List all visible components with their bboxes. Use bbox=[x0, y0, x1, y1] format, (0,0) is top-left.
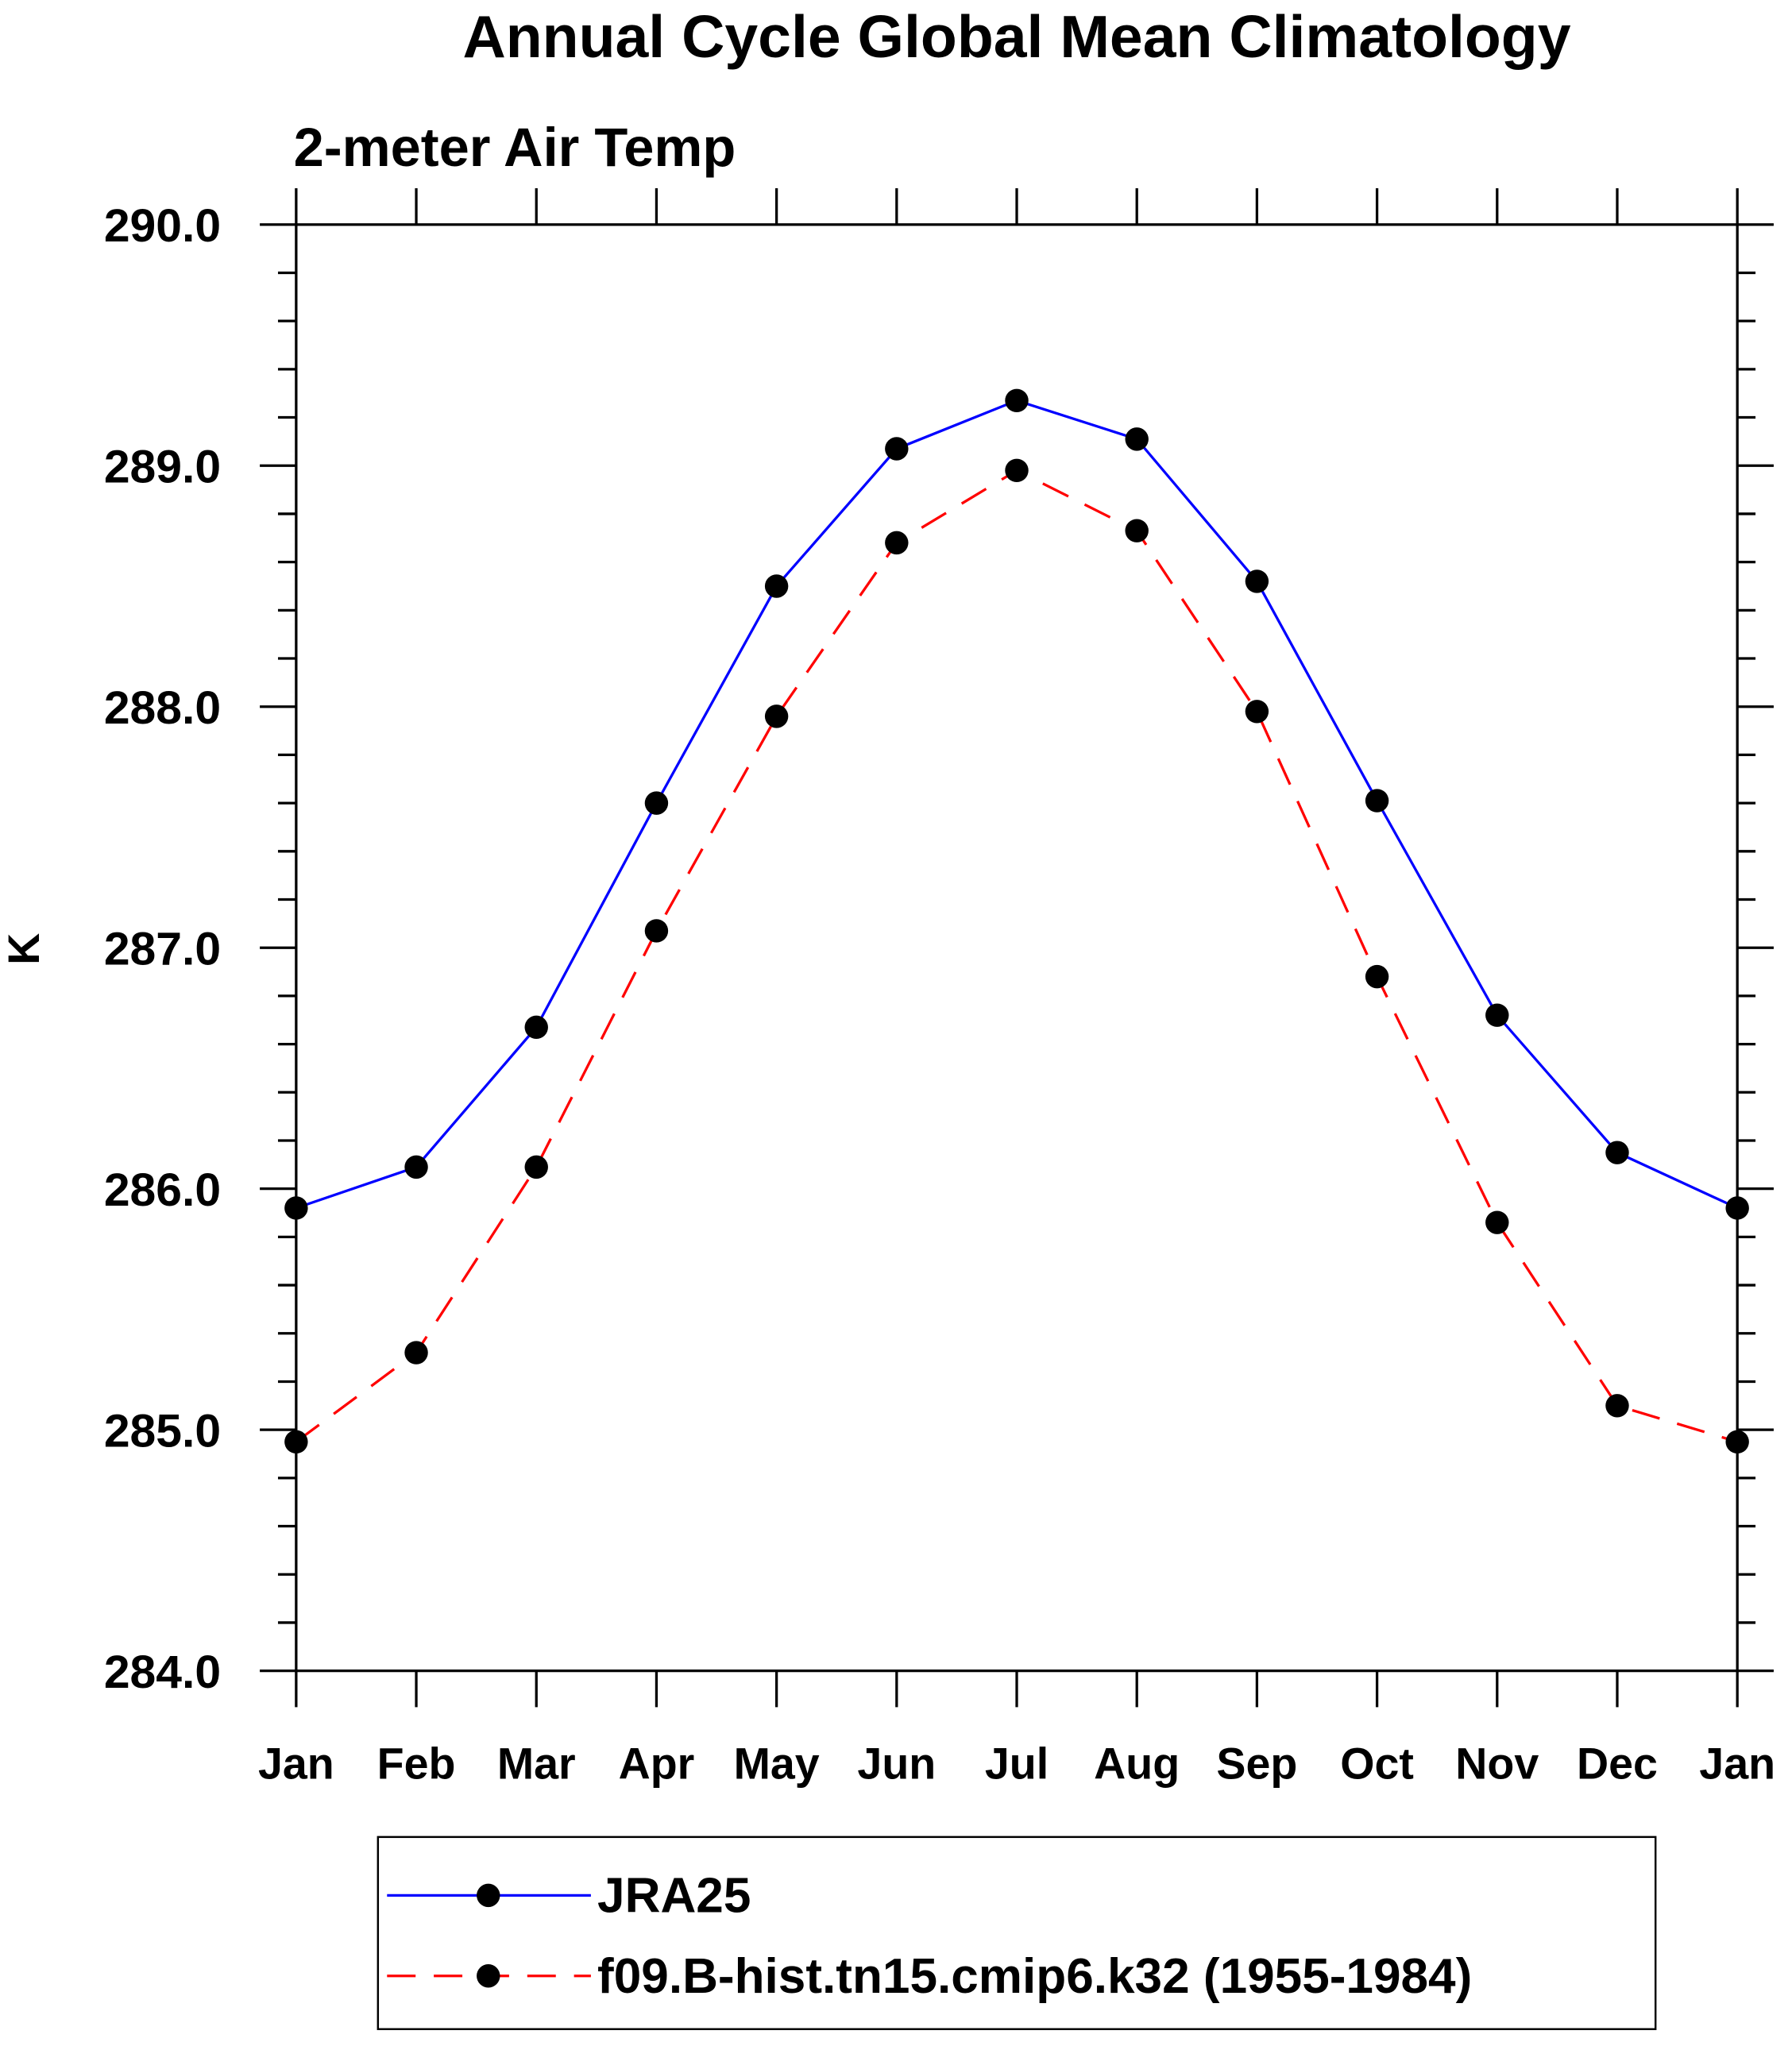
y-tick-label: 290.0 bbox=[104, 200, 221, 252]
data-point bbox=[1485, 1003, 1509, 1027]
x-tick-label: Nov bbox=[1455, 1739, 1539, 1788]
chart-subtitle: 2-meter Air Temp bbox=[294, 117, 736, 178]
legend-label: JRA25 bbox=[597, 1869, 751, 1924]
data-point bbox=[1005, 388, 1029, 413]
data-point bbox=[524, 1015, 548, 1040]
data-point bbox=[1005, 458, 1029, 483]
x-tick-label: Sep bbox=[1216, 1739, 1297, 1788]
legend-label: f09.B-hist.tn15.cmip6.k32 (1955-1984) bbox=[597, 1949, 1472, 2004]
data-point bbox=[1365, 789, 1389, 813]
data-point bbox=[1245, 700, 1269, 724]
y-tick-label: 288.0 bbox=[104, 682, 221, 734]
data-point bbox=[284, 1196, 308, 1220]
y-tick-label: 285.0 bbox=[104, 1405, 221, 1457]
data-point bbox=[404, 1341, 428, 1365]
data-point bbox=[1245, 569, 1269, 593]
data-point bbox=[644, 791, 669, 815]
y-tick-label: 287.0 bbox=[104, 923, 221, 975]
x-tick-label: Oct bbox=[1340, 1739, 1414, 1788]
data-point bbox=[1605, 1394, 1629, 1418]
legend-marker bbox=[477, 1964, 500, 1988]
y-tick-label: 286.0 bbox=[104, 1164, 221, 1216]
x-tick-label: Feb bbox=[377, 1739, 456, 1788]
x-tick-label: Jan bbox=[258, 1739, 334, 1788]
data-point bbox=[885, 531, 909, 555]
legend-box bbox=[377, 1836, 1657, 2030]
data-point bbox=[1605, 1141, 1629, 1164]
data-point bbox=[885, 437, 909, 461]
series-markers bbox=[284, 388, 1749, 1454]
axis-ticks: Jan Feb Mar Apr May Jun Jul Aug Sep Oct Nov Dec Jan 2… bbox=[104, 188, 1775, 1788]
x-tick-label: Jul bbox=[985, 1739, 1049, 1788]
x-tick-label: Apr bbox=[619, 1739, 695, 1788]
x-tick-label: May bbox=[734, 1739, 820, 1788]
data-point bbox=[284, 1430, 308, 1454]
series-lines bbox=[295, 399, 1738, 1443]
y-axis-label: K bbox=[0, 933, 48, 965]
data-point bbox=[764, 574, 789, 598]
plot-frame bbox=[295, 223, 1739, 1673]
data-point bbox=[1725, 1196, 1749, 1220]
y-tick-label: 289.0 bbox=[104, 441, 221, 492]
y-tick-label: 284.0 bbox=[104, 1646, 221, 1698]
series-line-1 bbox=[295, 399, 1738, 1210]
x-tick-label: Jun bbox=[857, 1739, 936, 1788]
x-tick-label: Jan bbox=[1699, 1739, 1775, 1788]
data-point bbox=[524, 1155, 548, 1179]
series-line-2 bbox=[295, 469, 1738, 1443]
data-point bbox=[764, 705, 789, 728]
data-point bbox=[1125, 519, 1149, 542]
data-point bbox=[1725, 1430, 1749, 1454]
data-point bbox=[1125, 427, 1149, 451]
x-tick-label: Aug bbox=[1094, 1739, 1180, 1788]
legend: JRA25 f09.B-hist.tn15.cmip6.k32 (1955-198… bbox=[377, 1836, 1657, 2030]
legend-marker bbox=[477, 1883, 500, 1908]
data-point bbox=[404, 1155, 428, 1179]
data-point bbox=[1485, 1210, 1509, 1234]
x-tick-label: Mar bbox=[497, 1739, 576, 1788]
data-point bbox=[1365, 964, 1389, 989]
chart-title: Annual Cycle Global Mean Climatology bbox=[462, 3, 1570, 70]
data-point bbox=[644, 919, 669, 943]
x-tick-label: Dec bbox=[1577, 1739, 1658, 1788]
